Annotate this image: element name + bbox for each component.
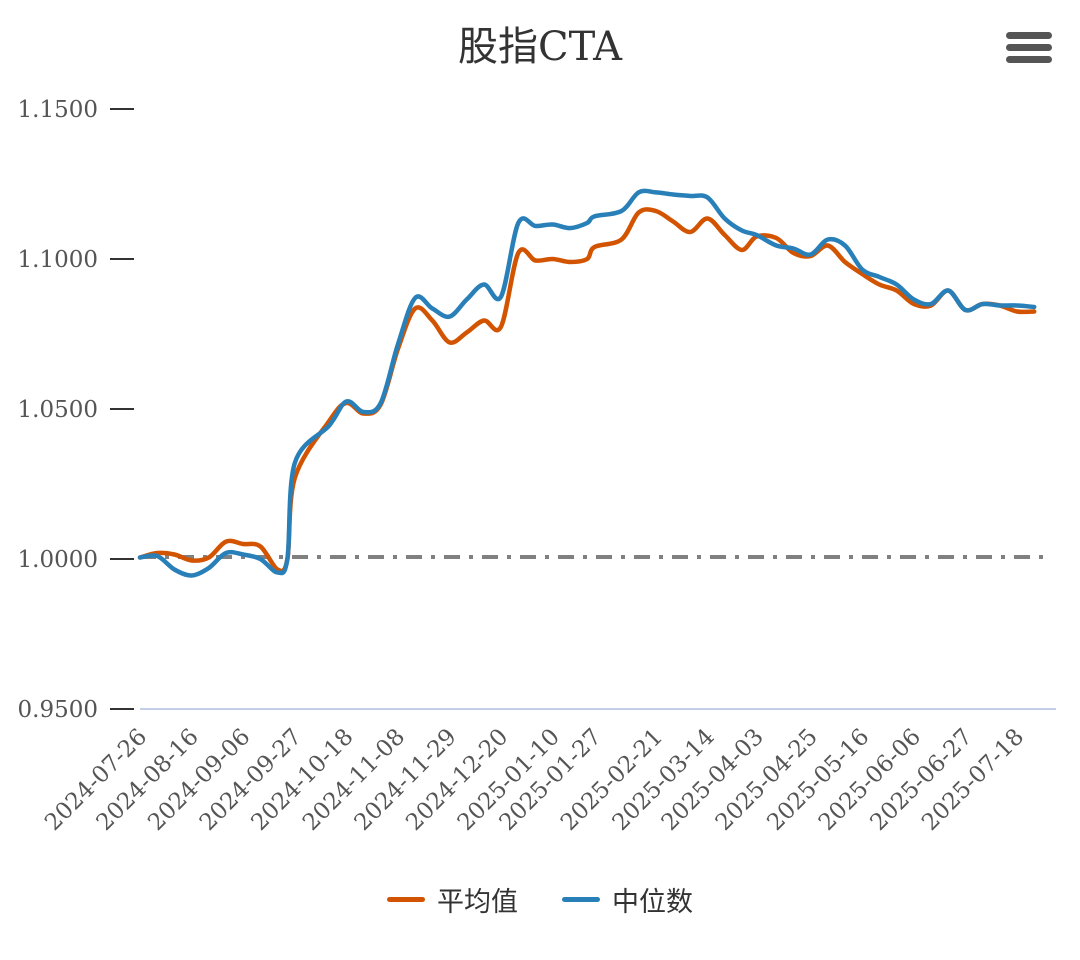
y-tick-label: 1.0000 [18, 547, 98, 573]
chart-title: 股指CTA [458, 24, 622, 70]
series-line-1[interactable] [137, 207, 1037, 574]
legend-label: 中位数 [612, 887, 693, 918]
menu-bar-top [1006, 32, 1052, 39]
menu-bar-middle [1006, 44, 1052, 51]
menu-bar-bottom [1006, 56, 1052, 63]
legend-swatch [387, 897, 425, 902]
y-tick-label: 1.1500 [18, 97, 98, 123]
y-tick-label: 1.1000 [18, 247, 98, 273]
y-tick-label: 0.9500 [18, 697, 98, 723]
legend-item-1[interactable]: 平均值 [387, 880, 518, 919]
legend-label: 平均值 [437, 887, 518, 918]
legend-item-2[interactable]: 中位数 [562, 880, 693, 919]
hamburger-menu-icon[interactable] [1006, 32, 1052, 70]
series-line-2[interactable] [137, 188, 1037, 578]
legend-swatch [562, 897, 600, 902]
legend: 平均值 中位数 [0, 878, 1080, 919]
y-tick-label: 1.0500 [18, 397, 98, 423]
